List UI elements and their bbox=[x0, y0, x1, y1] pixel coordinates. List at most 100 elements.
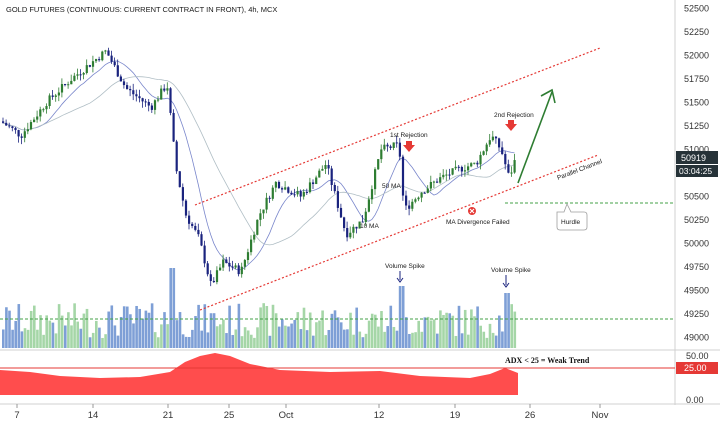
first-rejection-annotation: 1st Rejection bbox=[390, 132, 428, 152]
volume-bar bbox=[367, 320, 371, 348]
volume-bar bbox=[250, 334, 253, 348]
volume-bar bbox=[181, 334, 185, 348]
candle-body bbox=[467, 166, 470, 171]
volume-bar bbox=[82, 313, 86, 348]
candle-body bbox=[432, 181, 436, 183]
volume-bar bbox=[126, 306, 129, 348]
projection-arrow-head bbox=[540, 88, 556, 104]
volume-bar bbox=[110, 305, 114, 348]
volume-bar bbox=[17, 304, 21, 348]
volume-bar bbox=[494, 335, 498, 348]
candle-body bbox=[253, 234, 256, 240]
candle-body bbox=[482, 151, 485, 155]
candle-body bbox=[8, 125, 11, 127]
time-tick-label: Oct bbox=[279, 410, 294, 421]
volume-bar bbox=[129, 314, 132, 348]
volume-bar bbox=[14, 320, 17, 348]
candle-body bbox=[473, 162, 476, 164]
volume-bar bbox=[33, 305, 36, 348]
volume-bar bbox=[101, 337, 104, 348]
candle-body bbox=[504, 153, 507, 165]
volume-bar bbox=[268, 335, 272, 348]
candle-body bbox=[429, 182, 432, 189]
candle-body bbox=[138, 96, 141, 99]
volume-bar bbox=[163, 312, 166, 348]
adx-value: 25.00 bbox=[684, 363, 707, 373]
candle-body bbox=[287, 187, 290, 193]
candle-body bbox=[268, 197, 271, 199]
candle-body bbox=[271, 187, 274, 199]
candle-body bbox=[454, 166, 457, 169]
volume-bar bbox=[237, 303, 241, 348]
candle-body bbox=[163, 88, 166, 91]
candle-body bbox=[23, 131, 26, 138]
last-price-value: 50919 bbox=[681, 153, 706, 163]
candle-body bbox=[2, 121, 5, 123]
time-tick-label: 25 bbox=[224, 410, 235, 421]
candle-body bbox=[215, 270, 219, 283]
candle-body bbox=[377, 159, 380, 170]
volume-bar bbox=[8, 310, 11, 348]
candle-body bbox=[197, 229, 200, 235]
volume-bar bbox=[290, 323, 293, 348]
ma50-label: 50 MA bbox=[382, 183, 401, 190]
volume-bar bbox=[200, 330, 203, 348]
volume-bar bbox=[454, 335, 458, 348]
candle-body bbox=[42, 109, 45, 111]
candle-body bbox=[339, 207, 343, 218]
volume-bar bbox=[392, 326, 396, 348]
candle-body bbox=[250, 239, 253, 253]
volume-bar bbox=[166, 324, 169, 348]
time-tick-label: Nov bbox=[592, 410, 609, 421]
volume-bar bbox=[491, 332, 495, 348]
volume-bar bbox=[488, 323, 492, 348]
volume-bar bbox=[361, 337, 365, 348]
candle-body bbox=[321, 168, 324, 171]
volume-bar bbox=[330, 313, 334, 348]
volume-bar bbox=[417, 320, 420, 348]
volume-bar bbox=[197, 304, 200, 348]
volume-bar bbox=[467, 334, 470, 348]
volume-bar bbox=[271, 304, 275, 348]
volume-bar bbox=[39, 315, 42, 348]
volume-bar bbox=[191, 329, 194, 348]
candle-body bbox=[367, 199, 370, 212]
candle-body bbox=[417, 197, 420, 200]
volume-bar bbox=[228, 305, 231, 348]
volume-bar bbox=[498, 315, 501, 348]
candle-body bbox=[374, 169, 377, 190]
candle-body bbox=[29, 122, 33, 130]
candle-body bbox=[513, 160, 516, 173]
volume-bar bbox=[473, 316, 476, 348]
candle-body bbox=[491, 136, 494, 141]
candle-body bbox=[209, 274, 212, 281]
volume-bar bbox=[194, 316, 197, 348]
volume-bar bbox=[150, 303, 154, 348]
candle-body bbox=[147, 101, 150, 106]
volume-bar bbox=[73, 303, 76, 348]
candle-body bbox=[132, 90, 135, 95]
candle-body bbox=[88, 65, 91, 67]
price-tick-label: 51500 bbox=[684, 98, 709, 108]
volume-bar bbox=[439, 310, 442, 348]
candle-body bbox=[14, 127, 17, 131]
candle-body bbox=[370, 189, 374, 200]
volume-bar bbox=[358, 331, 362, 348]
candle-body bbox=[259, 213, 262, 220]
volume-bar bbox=[160, 324, 163, 348]
candle-body bbox=[228, 262, 231, 267]
price-tick-label: 52000 bbox=[684, 51, 709, 61]
candle-body bbox=[110, 55, 113, 62]
volume-bar bbox=[277, 326, 281, 348]
volume-bar bbox=[321, 310, 324, 348]
volume-bar bbox=[299, 329, 303, 348]
price-tick-label: 50250 bbox=[684, 215, 709, 225]
volume-bar bbox=[274, 313, 278, 348]
volume-bar bbox=[57, 304, 61, 348]
price-tick-label: 51750 bbox=[684, 74, 709, 84]
time-axis[interactable]: 7 14 21 25 Oct 12 19 26 Nov bbox=[14, 404, 609, 421]
volume-bar bbox=[26, 329, 30, 348]
volume-bar bbox=[172, 268, 176, 348]
volume-bar bbox=[67, 312, 70, 348]
